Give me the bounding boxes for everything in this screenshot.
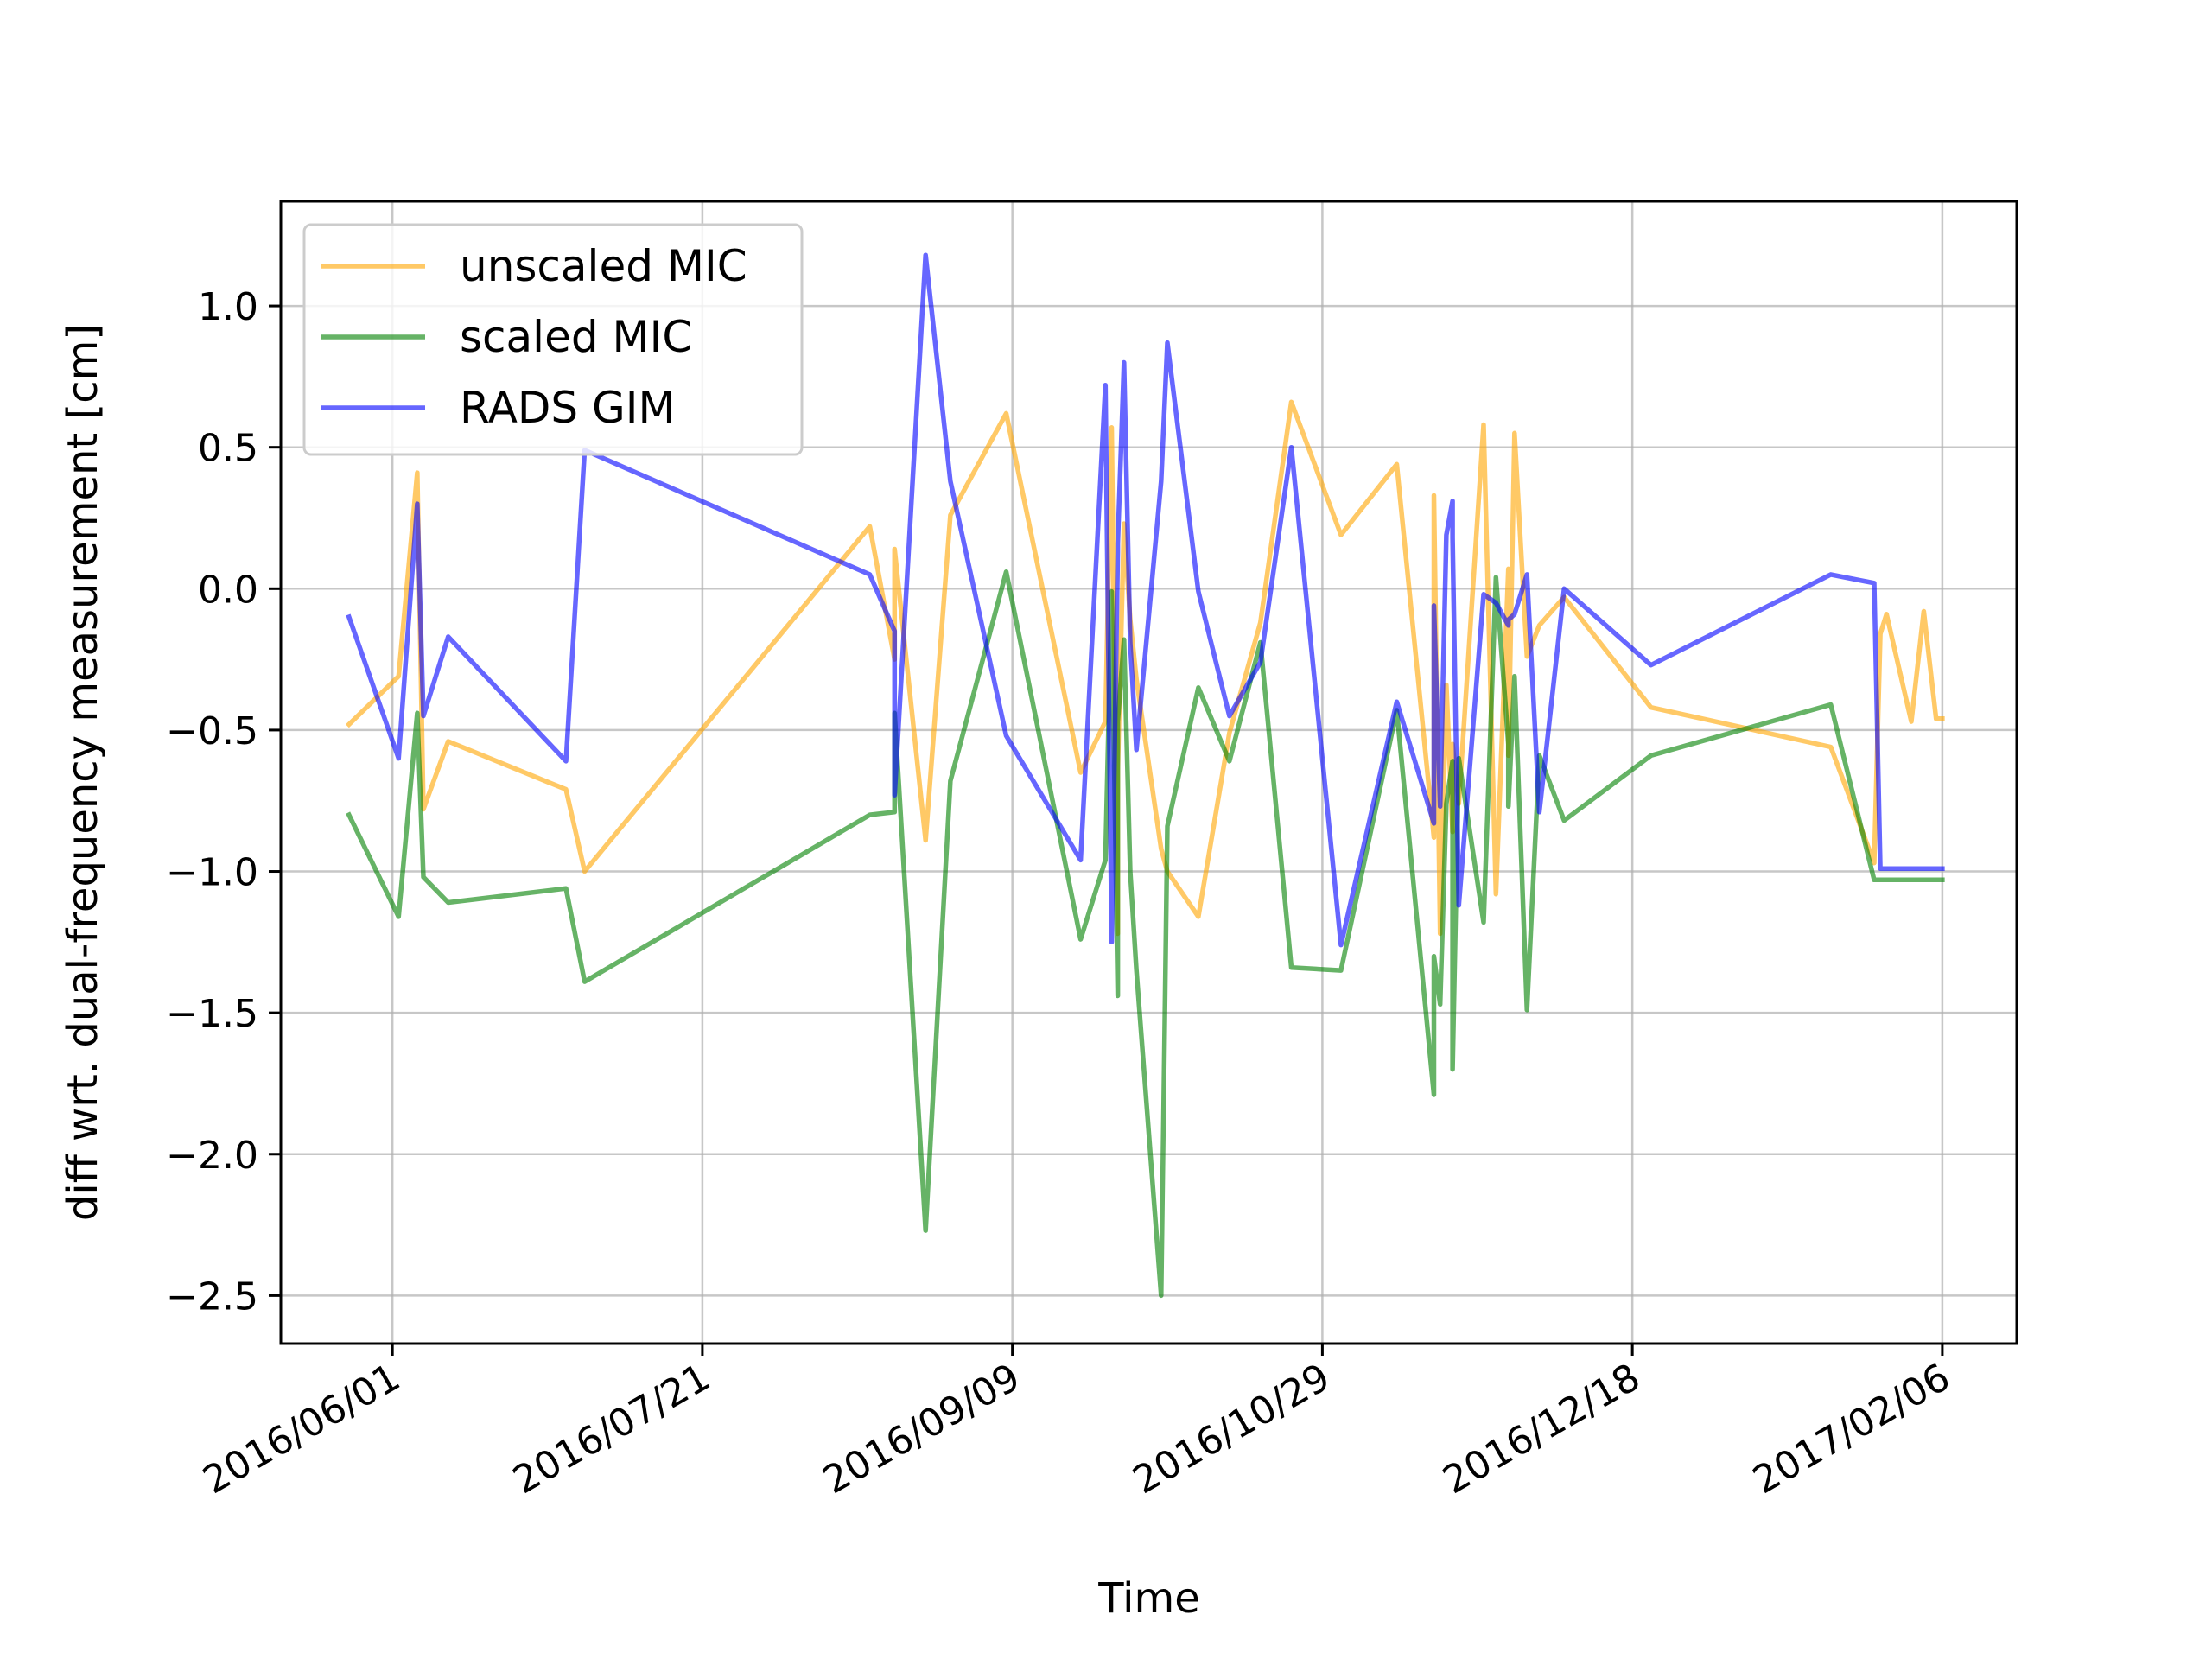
y-tick-label: −2.5 xyxy=(166,1274,258,1319)
legend-label: RADS GIM xyxy=(460,383,676,433)
series-lines xyxy=(346,252,1945,1299)
legend-label: scaled MIC xyxy=(460,312,692,362)
y-tick-label: −1.0 xyxy=(166,851,258,895)
series-line-unscaled-mic xyxy=(346,399,1945,937)
plot-frame xyxy=(279,200,2018,1345)
legend-box xyxy=(302,223,804,456)
y-tick-label: −0.5 xyxy=(166,709,258,753)
series-line-rads-gim xyxy=(346,252,1945,948)
legend-label: unscaled MIC xyxy=(460,241,747,291)
y-tick-label: 1.0 xyxy=(198,285,258,329)
y-tick-label: 0.5 xyxy=(198,427,258,471)
x-axis-title: Time xyxy=(1097,1574,1199,1623)
y-tick-label: −1.5 xyxy=(166,992,258,1036)
y-tick-label: −2.0 xyxy=(166,1134,258,1178)
y-tick-label: 0.0 xyxy=(198,568,258,612)
legend: unscaled MIC scaled MIC RADS GIM xyxy=(302,223,804,456)
y-axis-title: diff wrt. dual-frequency measurement [cm… xyxy=(59,324,107,1221)
